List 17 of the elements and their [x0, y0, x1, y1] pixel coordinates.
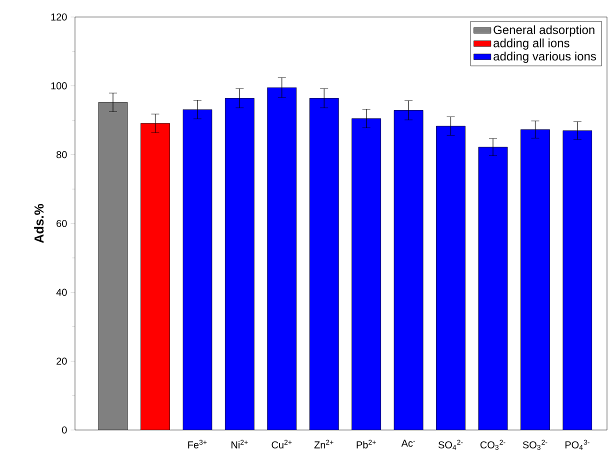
legend-label: adding all ions — [494, 38, 570, 50]
y-tick-label: 60 — [56, 220, 67, 227]
x-tick-label: Pb$^{2+}$ — [356, 440, 376, 448]
legend-label: adding various ions — [494, 52, 596, 63]
y-tick-label: 0 — [62, 426, 67, 434]
y-axis-title: Ads.% — [34, 204, 44, 243]
x-tick-label: Ac$^{-}$ — [401, 440, 415, 447]
y-tick-label: 40 — [56, 288, 67, 296]
y-tick-label: 120 — [51, 13, 67, 20]
x-tick-label: Cu$^{2+}$ — [272, 440, 292, 448]
x-tick-label: Fe$^{3+}$ — [188, 440, 207, 448]
x-tick-label: Zn$^{2+}$ — [314, 440, 334, 448]
legend-label: General adsorption — [494, 25, 594, 36]
y-tick-label: 80 — [56, 151, 67, 158]
y-tick-label: 100 — [51, 82, 67, 90]
y-tick-label: 20 — [56, 358, 67, 365]
x-tick-label: Ni$^{2+}$ — [232, 440, 248, 448]
